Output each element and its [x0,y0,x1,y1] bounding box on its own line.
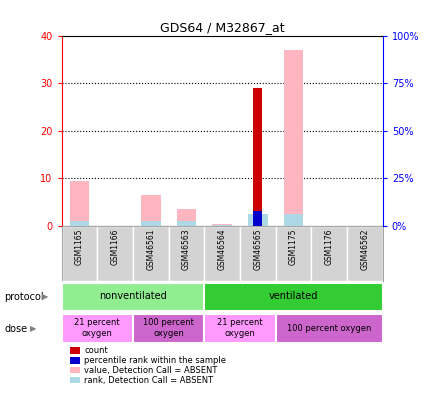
Bar [347,226,383,281]
Bar [141,195,161,226]
Text: protocol: protocol [4,292,44,302]
Text: 21 percent
oxygen: 21 percent oxygen [217,318,263,338]
Text: GSM46561: GSM46561 [147,228,155,270]
Text: GSM46562: GSM46562 [360,228,370,270]
Bar [62,283,204,311]
Bar [312,226,347,281]
Text: ▶: ▶ [30,324,37,333]
Text: GSM46563: GSM46563 [182,228,191,270]
Bar [253,211,262,226]
Bar [204,314,276,343]
Bar [177,209,196,226]
Bar [97,226,133,281]
Bar [253,88,262,226]
Text: dose: dose [4,324,28,334]
Bar [213,225,232,226]
Text: GSM1176: GSM1176 [325,228,334,265]
Bar [276,226,312,281]
Bar [284,214,304,226]
Bar [62,314,133,343]
Title: GDS64 / M32867_at: GDS64 / M32867_at [160,21,285,34]
Text: ▶: ▶ [42,293,48,301]
Bar [70,221,89,226]
Text: ventilated: ventilated [269,291,318,301]
Text: value, Detection Call = ABSENT: value, Detection Call = ABSENT [84,366,218,375]
Text: GSM1165: GSM1165 [75,228,84,265]
Bar [169,226,204,281]
Text: nonventilated: nonventilated [99,291,167,301]
Bar [240,226,276,281]
Text: GSM1175: GSM1175 [289,228,298,265]
Bar [133,314,204,343]
Text: 100 percent
oxygen: 100 percent oxygen [143,318,194,338]
Bar [213,224,232,226]
Bar [248,214,268,226]
Text: 100 percent oxygen: 100 percent oxygen [287,324,371,333]
Text: GSM46565: GSM46565 [253,228,262,270]
Text: rank, Detection Call = ABSENT: rank, Detection Call = ABSENT [84,376,213,385]
Bar [141,221,161,226]
Text: percentile rank within the sample: percentile rank within the sample [84,356,227,365]
Bar [276,314,383,343]
Bar [204,283,383,311]
Text: GSM46564: GSM46564 [218,228,227,270]
Bar [70,181,89,226]
Bar [177,221,196,226]
Text: count: count [84,346,108,355]
Text: GSM1166: GSM1166 [110,228,120,265]
Bar [62,226,97,281]
Bar [204,226,240,281]
Bar [133,226,169,281]
Bar [284,50,304,226]
Text: 21 percent
oxygen: 21 percent oxygen [74,318,120,338]
